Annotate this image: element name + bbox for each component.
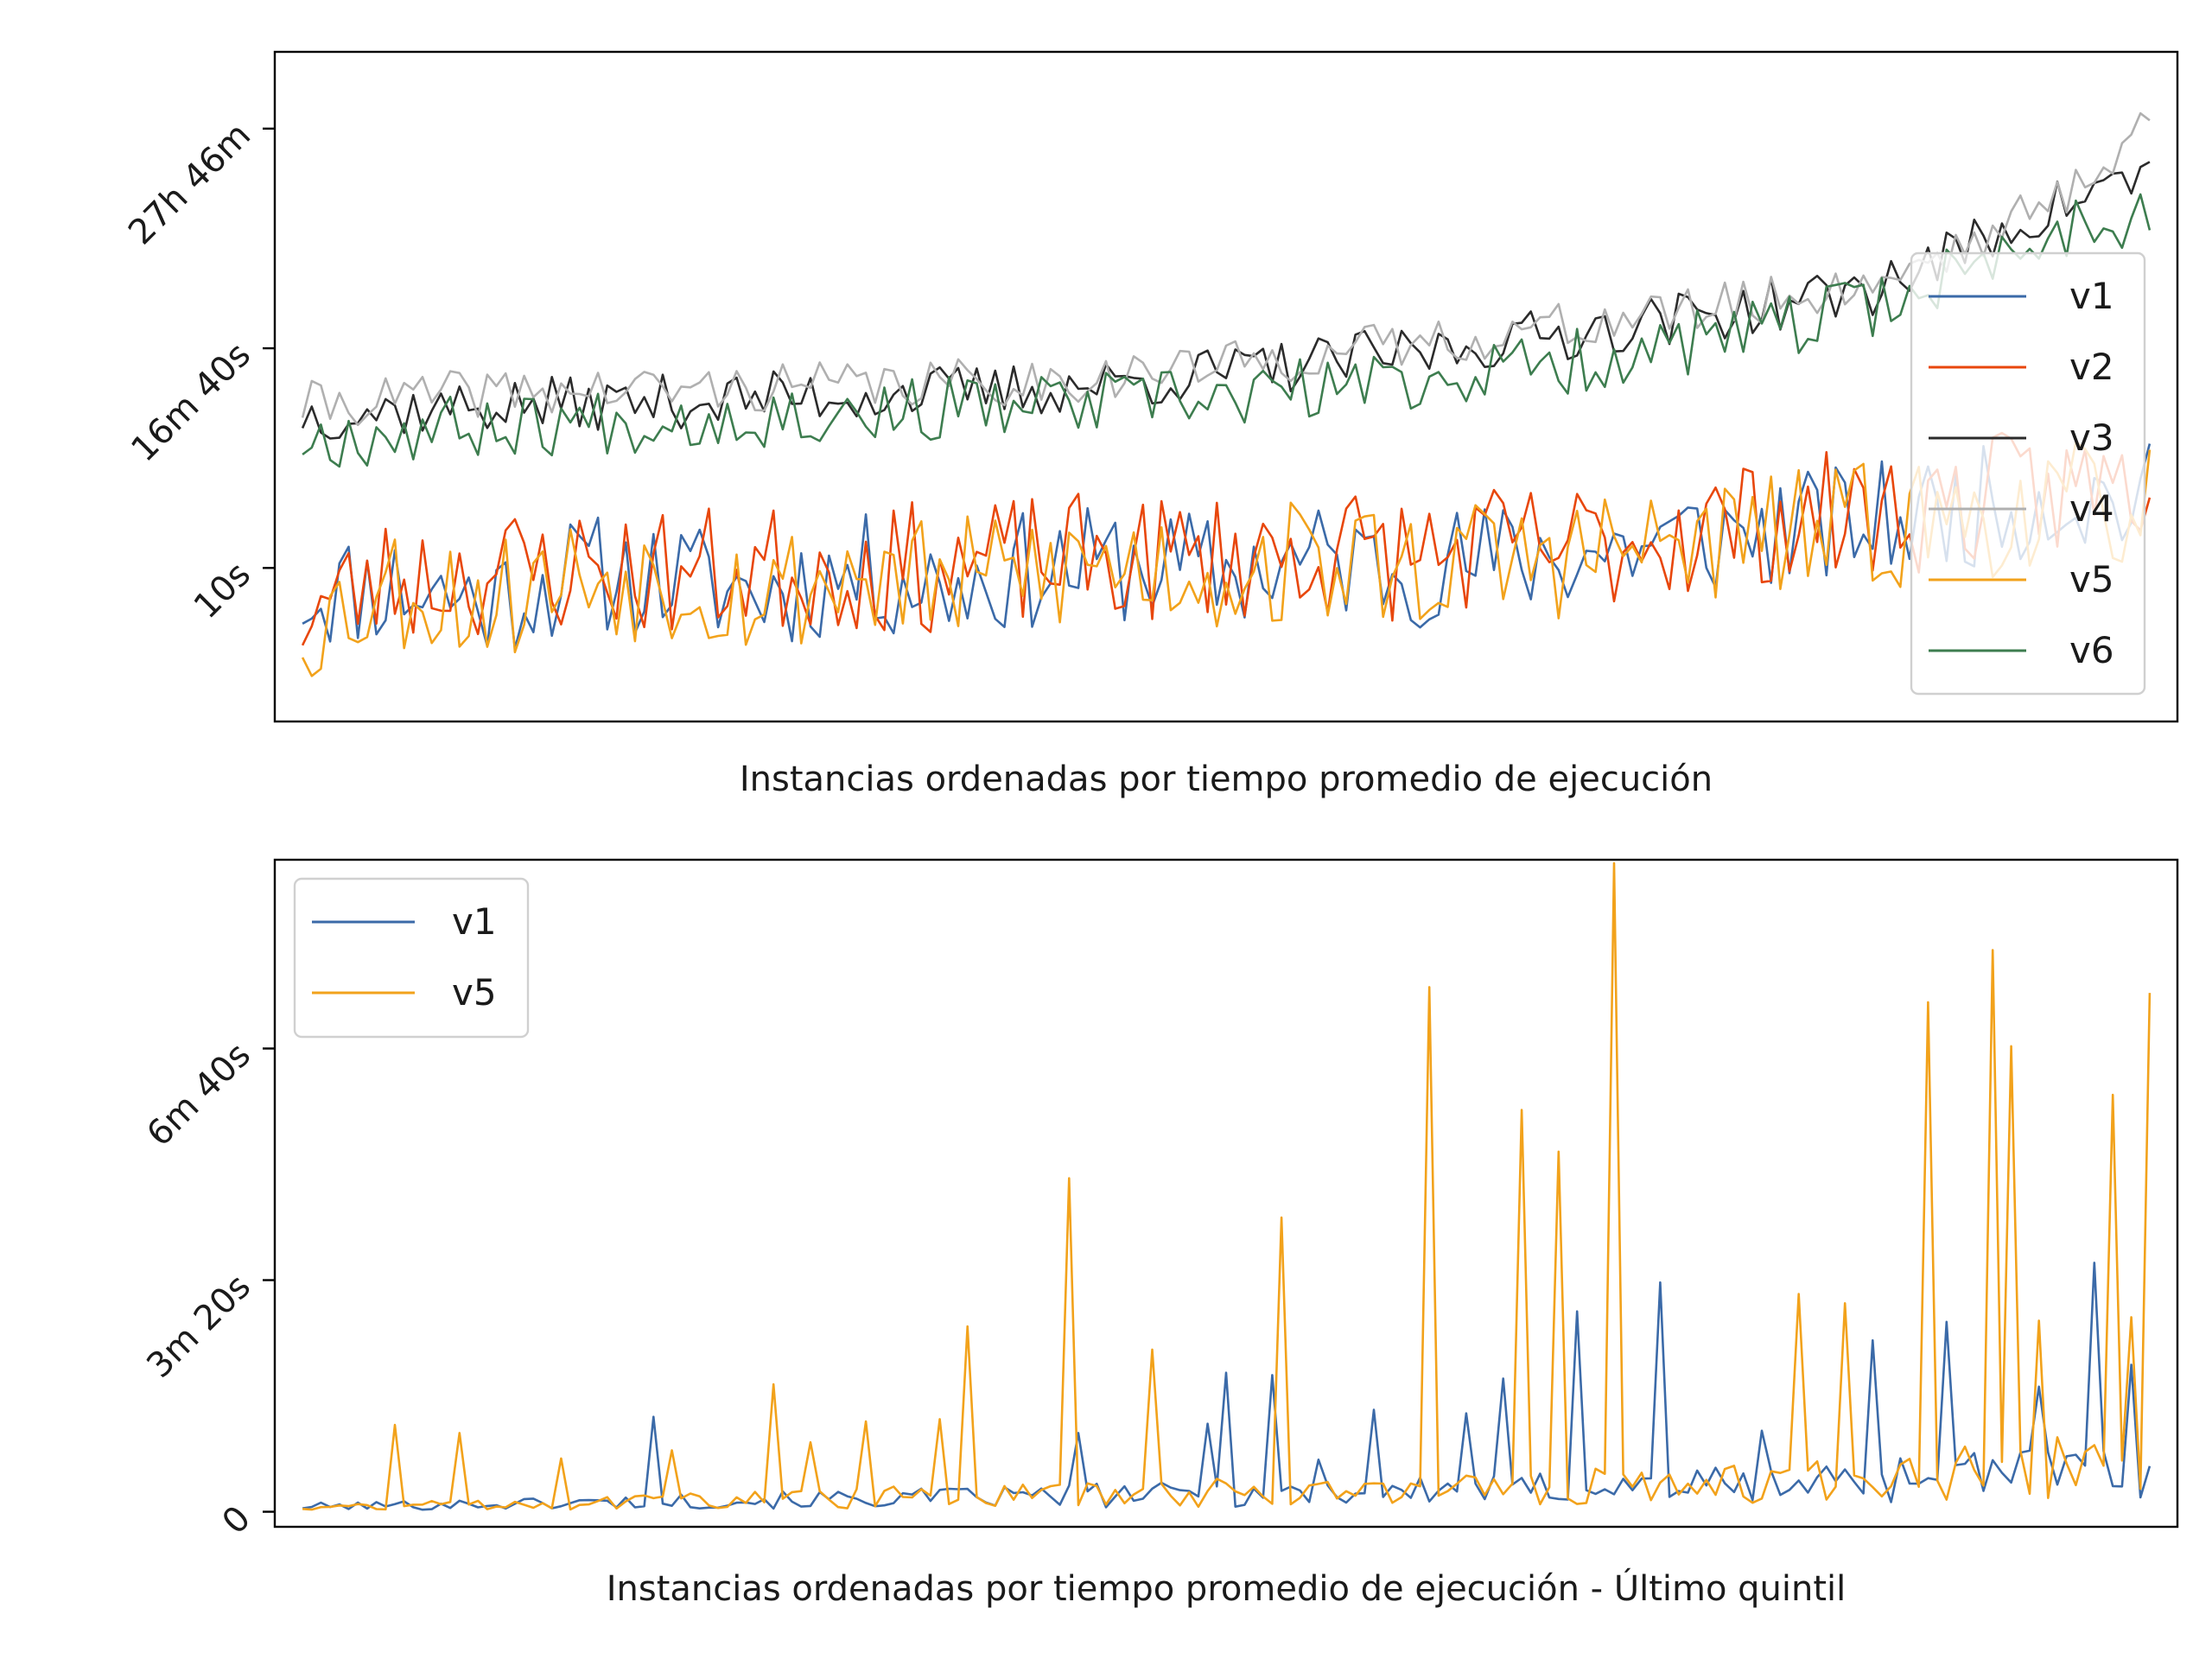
top-chart-legend-label-v4: v4 xyxy=(2069,487,2114,530)
top-chart-series-v5-line xyxy=(301,440,2152,677)
top-chart-legend-label-v5: v5 xyxy=(2069,558,2114,601)
top-chart-legend-box xyxy=(1910,251,2146,696)
top-chart-plot-frame xyxy=(273,50,2179,723)
top-chart-x-axis-label: Instancias ordenadas por tiempo promedio… xyxy=(740,760,1713,799)
top-chart-series-v4-line xyxy=(301,111,2151,427)
bottom-chart-legend-label-v1: v1 xyxy=(452,900,497,943)
top-chart-series-v1-line xyxy=(302,443,2152,650)
bottom-chart-series-v5-line xyxy=(302,861,2152,1511)
top-chart-series-v2-line xyxy=(301,431,2152,646)
top-chart-legend-label-v2: v2 xyxy=(2069,346,2114,388)
bottom-chart-series-v1-line xyxy=(302,1262,2152,1511)
top-chart-series-lines xyxy=(301,111,2152,677)
top-chart-legend-label-v3: v3 xyxy=(2069,416,2114,459)
bottom-chart-legend: v1 v5 xyxy=(293,877,530,1039)
top-chart-legend: v1 v2 v3 v4 v5 v6 xyxy=(1910,251,2146,696)
top-chart-legend-label-v1: v1 xyxy=(2069,275,2114,317)
top-chart-legend-label-v6: v6 xyxy=(2069,629,2114,671)
bottom-chart-x-axis-label: Instancias ordenadas por tiempo promedio… xyxy=(607,1567,1847,1609)
bottom-chart-legend-box xyxy=(293,877,530,1039)
bottom-chart-series-lines xyxy=(302,861,2152,1511)
top-chart-series-v6-line xyxy=(302,193,2152,468)
bottom-chart-plot-frame xyxy=(273,858,2179,1529)
bottom-chart-legend-label-v5: v5 xyxy=(452,971,497,1014)
